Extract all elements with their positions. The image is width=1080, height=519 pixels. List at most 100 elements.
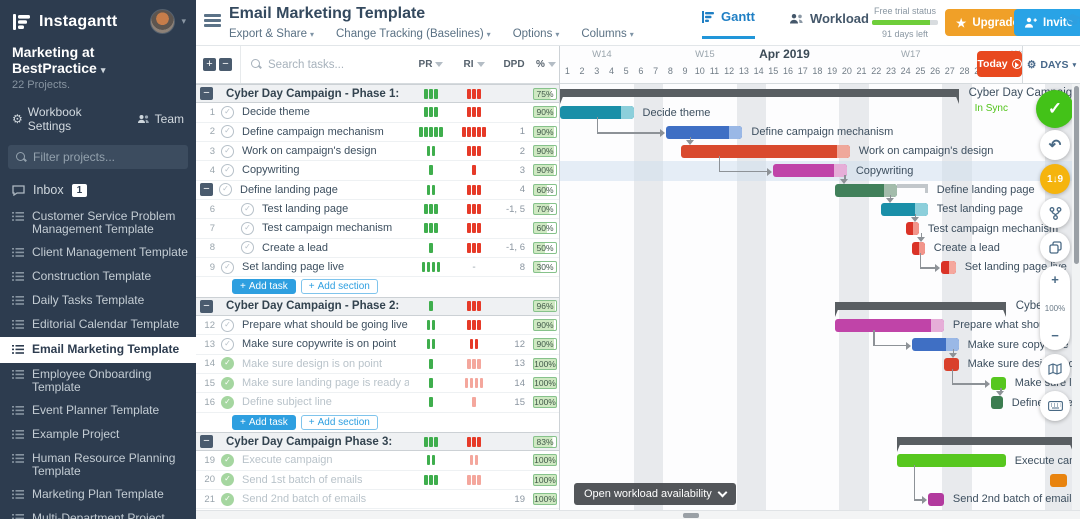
collapse-section-button[interactable]: − [200,87,213,101]
task-check-circle[interactable]: ✓ [221,318,234,332]
minimap-button[interactable] [1040,354,1070,384]
gantt-task-bar[interactable] [991,396,1003,410]
add-section-button[interactable]: + Add section [300,279,378,295]
gantt-task-bar[interactable] [880,202,928,216]
sidebar-item-project[interactable]: Employee Onboarding Template [0,363,196,399]
sidebar-item-project[interactable]: Construction Template [0,265,196,289]
task-row[interactable]: 3 ✓ Work on campaign's design 2 90% [196,142,559,162]
gantt-task-bar[interactable] [773,164,847,178]
task-check-circle[interactable]: ✓ [221,453,234,467]
today-button[interactable]: Today [977,51,1022,77]
add-task-button[interactable]: + Add task [232,279,296,295]
section-row[interactable]: − Cyber Day Campaign - Phase 1: 75% [196,84,559,104]
shortcuts-button[interactable] [1040,391,1070,421]
task-check-circle[interactable]: ✓ [221,125,234,139]
column-header-dpd[interactable]: DPD [503,59,525,70]
task-row[interactable]: 9 ✓ Set landing page live - 8 30% [196,258,559,278]
horizontal-scrollbar-thumb[interactable] [683,513,699,518]
task-check-circle[interactable]: ✓ [241,241,254,255]
sidebar-item-project[interactable]: Event Planner Template [0,399,196,423]
gantt-task-bar[interactable] [1049,473,1068,487]
task-check-circle[interactable]: ✓ [221,144,234,158]
avatar-chevron-down-icon[interactable]: ▾ [181,16,186,26]
sidebar-item-inbox[interactable]: Inbox 1 [0,169,196,205]
collapse-section-button[interactable]: − [200,299,213,313]
task-search-input[interactable] [268,58,388,71]
task-check-circle[interactable]: ✓ [219,183,232,197]
task-row[interactable]: 15 ✓ Make sure landing page is ready an...… [196,374,559,394]
gantt-task-bar[interactable] [911,338,959,352]
gantt-task-bar[interactable] [680,144,850,158]
summary-bar[interactable] [560,89,959,104]
sidebar-item-project[interactable]: Example Project [0,423,196,447]
collapse-task-button[interactable]: − [200,183,213,197]
tab-gantt[interactable]: Gantt [702,9,755,39]
gantt-task-bar[interactable] [991,376,1006,390]
sidebar-item-project[interactable]: Editorial Calendar Template [0,313,196,337]
menu-item[interactable]: Change Tracking (Baselines) ▾ [336,28,491,40]
menu-item[interactable]: Export & Share ▾ [229,28,314,40]
column-header-ri[interactable]: RI [453,59,495,70]
sidebar-item-project[interactable]: Multi-Department Project Template [0,507,196,519]
team-link[interactable]: Team [137,112,184,126]
undo-button[interactable]: ↶ [1040,130,1070,160]
zoom-in-button[interactable]: + [1051,272,1059,287]
task-check-circle[interactable]: ✓ [221,260,234,274]
section-row[interactable]: − Cyber Day Campaign Phase 3: 83% [196,431,559,452]
task-check-circle[interactable]: ✓ [221,395,234,409]
task-row[interactable]: 21 ✓ Send 2nd batch of emails 19 100% [196,490,559,510]
sidebar-item-project[interactable]: Client Management Template [0,241,196,265]
column-header-percent[interactable]: % [533,59,559,70]
task-check-circle[interactable]: ✓ [241,202,254,216]
task-check-circle[interactable]: ✓ [221,492,234,506]
sort-button[interactable]: 1↓9 [1040,164,1070,194]
sidebar-item-project[interactable]: Daily Tasks Template [0,289,196,313]
gantt-task-bar[interactable] [560,106,634,120]
task-row[interactable]: 4 ✓ Copywriting 3 90% [196,161,559,181]
workspace-switcher[interactable]: Marketing at BestPractice ▾ [12,44,106,76]
gantt-task-bar[interactable] [927,492,944,506]
section-row[interactable]: − Cyber Day Campaign - Phase 2: 96% [196,296,559,316]
invite-button[interactable]: Invite [1014,9,1080,36]
duplicate-button[interactable] [1040,232,1070,262]
expand-all-button[interactable]: + [203,58,216,71]
task-check-circle[interactable]: ✓ [221,376,234,390]
filter-projects-input[interactable] [33,150,173,164]
task-check-circle[interactable]: ✓ [221,163,234,177]
gantt-task-bar[interactable] [943,357,959,371]
add-task-button[interactable]: + Add task [232,414,296,430]
horizontal-scrollbar[interactable] [196,510,1080,519]
gantt-task-bar[interactable] [911,241,925,255]
task-row[interactable]: 7 ✓ Test campaign mechanism 60% [196,219,559,239]
collapse-all-button[interactable]: − [219,58,232,71]
task-row[interactable]: 19 ✓ Execute campaign 100% [196,451,559,471]
task-check-circle[interactable]: ✓ [221,337,234,351]
task-row[interactable]: 1 ✓ Decide theme 90% [196,103,559,123]
gantt-task-bar[interactable] [905,222,919,236]
task-check-circle[interactable]: ✓ [221,357,234,371]
task-row[interactable]: 6 ✓ Test landing page -1, 5 70% [196,200,559,220]
task-check-circle[interactable]: ✓ [221,473,234,487]
sync-ok-button[interactable]: ✓ [1036,90,1074,128]
task-row[interactable]: 14 ✓ Make sure design is on point 13 100% [196,355,559,374]
gantt-task-bar[interactable] [940,260,956,274]
task-row[interactable]: − ✓ Define landing page 4 60% [196,181,559,200]
task-row[interactable]: 12 ✓ Prepare what should be going live fi.… [196,316,559,336]
workbook-settings-link[interactable]: ⚙ Workbook Settings [12,105,82,133]
add-section-button[interactable]: + Add section [300,414,378,430]
column-header-pr[interactable]: PR [409,59,453,70]
task-row[interactable]: 13 ✓ Make sure copywrite is on point 12 90% [196,335,559,355]
task-check-circle[interactable]: ✓ [241,221,254,235]
dependencies-button[interactable] [1040,198,1070,228]
menu-item[interactable]: Columns ▾ [581,28,633,40]
user-avatar[interactable] [150,9,176,34]
task-check-circle[interactable]: ✓ [221,105,234,119]
graduation-cap-icon[interactable] [1064,14,1080,32]
sidebar-item-project[interactable]: Marketing Plan Template [0,483,196,507]
hamburger-menu-icon[interactable] [204,14,221,27]
workload-availability-button[interactable]: Open workload availability [574,483,736,505]
task-row[interactable]: 2 ✓ Define campaign mechanism 1 90% [196,123,559,142]
summary-bar[interactable] [835,301,1006,317]
gantt-task-bar[interactable] [835,183,897,197]
collapse-section-button[interactable]: − [200,435,213,449]
